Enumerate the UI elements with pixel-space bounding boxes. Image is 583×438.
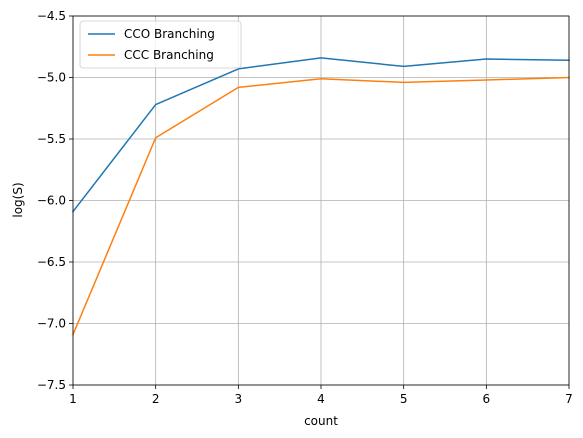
- legend-label-cco: CCO Branching: [124, 27, 215, 41]
- x-tick-label: 2: [152, 392, 160, 406]
- x-tick-label: 7: [565, 392, 573, 406]
- y-axis-label: log(S): [11, 182, 25, 217]
- y-tick-label: −7.0: [37, 317, 66, 331]
- y-tick-label: −7.5: [37, 378, 66, 392]
- y-tick-label: −5.0: [37, 71, 66, 85]
- series-line-cco: [71, 57, 570, 213]
- x-tick-label: 5: [400, 392, 408, 406]
- series-line-ccc: [72, 76, 570, 336]
- y-axis-ticks: −7.5 −7.0 −6.5 −6.0 −5.5 −5.0 −4.5: [37, 9, 73, 392]
- legend-label-ccc: CCC Branching: [124, 48, 214, 62]
- legend: CCO Branching CCC Branching: [79, 20, 242, 69]
- y-tick-label: −6.0: [37, 194, 66, 208]
- y-tick-label: −5.5: [37, 132, 66, 146]
- y-tick-label: −4.5: [37, 9, 66, 23]
- x-axis-label: count: [304, 414, 338, 428]
- series-lines: [71, 57, 570, 336]
- y-tick-label: −6.5: [37, 255, 66, 269]
- x-tick-label: 6: [483, 392, 491, 406]
- grid: [72, 15, 570, 386]
- legend-box: [79, 20, 242, 69]
- x-tick-label: 3: [235, 392, 243, 406]
- x-axis-ticks: 1 2 3 4 5 6 7: [69, 385, 573, 406]
- x-tick-label: 4: [317, 392, 325, 406]
- x-tick-label: 1: [69, 392, 77, 406]
